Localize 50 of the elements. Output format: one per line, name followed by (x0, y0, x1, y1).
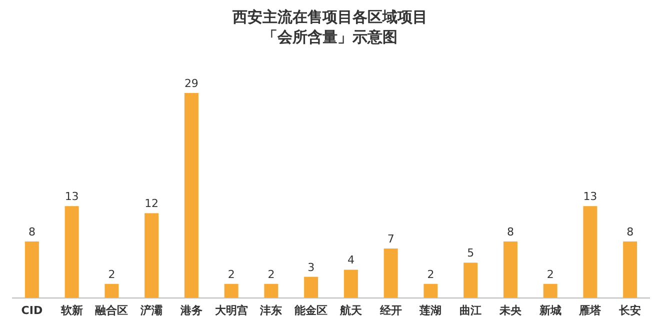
chart-subtitle: 「会所含量」示意图 (262, 28, 398, 46)
x-tick-label: 航天 (338, 304, 363, 317)
x-tick-label: 大明宫 (214, 304, 248, 317)
data-label: 13 (64, 190, 79, 204)
bar (503, 241, 518, 298)
x-tick-label: CID (21, 304, 43, 317)
x-tick-label: 软新 (60, 304, 83, 317)
x-tick-label: 能金区 (294, 304, 328, 317)
bar (304, 276, 318, 298)
bar (224, 284, 238, 298)
data-label: 2 (228, 268, 235, 281)
x-tick-label: 沣东 (259, 304, 282, 317)
chart-title: 西安主流在售项目各区域项目 (232, 8, 428, 26)
x-tick-label: 融合区 (95, 304, 128, 317)
bar (583, 206, 598, 298)
data-label: 8 (506, 225, 514, 238)
x-tick-label: 浐灞 (140, 304, 163, 317)
data-label: 2 (268, 268, 275, 281)
bar (464, 262, 478, 298)
bar (344, 270, 358, 298)
data-label: 8 (626, 225, 634, 238)
data-label: 29 (184, 77, 198, 90)
bar (144, 213, 159, 298)
x-tick-label: 莲湖 (418, 304, 442, 317)
data-label: 4 (347, 254, 354, 267)
x-tick-label: 长安 (618, 304, 642, 317)
data-label: 3 (308, 260, 315, 274)
data-label: 2 (427, 268, 434, 281)
data-label: 2 (546, 268, 554, 281)
bar (104, 284, 119, 298)
bar (24, 241, 39, 298)
data-label: 7 (387, 232, 394, 246)
bar (64, 206, 79, 298)
data-label: 2 (108, 268, 116, 281)
data-label: 13 (583, 190, 598, 204)
data-label: 5 (467, 246, 474, 260)
bar (424, 284, 438, 298)
bar (623, 241, 638, 298)
bar (264, 284, 278, 298)
bar (384, 248, 398, 298)
data-label: 12 (144, 197, 159, 210)
x-tick-label: 曲江 (460, 304, 482, 317)
x-tick-label: 未央 (498, 304, 522, 317)
x-tick-label: 经开 (378, 304, 402, 317)
x-tick-label: 雁塔 (578, 304, 602, 317)
x-tick-label: 港务 (179, 304, 202, 317)
x-tick-label: 新城 (538, 304, 562, 317)
bar (184, 93, 198, 298)
data-label: 8 (28, 225, 36, 238)
bar (543, 284, 558, 298)
